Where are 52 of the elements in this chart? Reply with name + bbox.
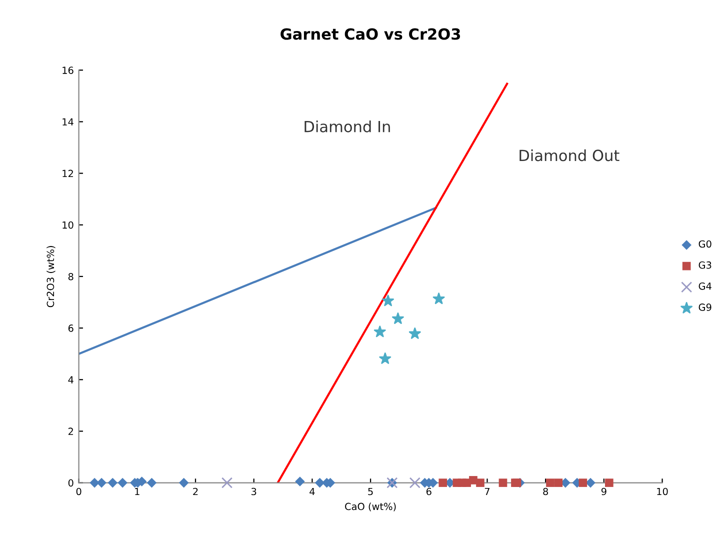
legend-label: G0 xyxy=(698,240,712,248)
legend-label: G4 xyxy=(698,282,712,290)
point xyxy=(118,478,128,488)
point xyxy=(408,327,421,339)
y-tick-label: 12 xyxy=(62,170,73,177)
point xyxy=(432,292,445,304)
y-tick-label: 2 xyxy=(68,428,73,435)
point xyxy=(221,477,233,488)
chart-title: Garnet CaO vs Cr2O3 xyxy=(280,28,460,40)
x-tick-label: 4 xyxy=(310,488,315,496)
point xyxy=(146,478,157,488)
x-tick-label: 0 xyxy=(76,488,82,496)
x-tick-label: 2 xyxy=(193,488,198,496)
point xyxy=(392,312,404,324)
point xyxy=(498,478,508,487)
point xyxy=(108,478,118,488)
point xyxy=(382,294,394,306)
point xyxy=(379,352,392,364)
y-tick-label: 6 xyxy=(68,324,74,332)
legend-label: G3 xyxy=(698,261,712,269)
annotation: Diamond In xyxy=(304,120,390,132)
point xyxy=(578,478,588,487)
x-axis-title: CaO (wt%) xyxy=(345,502,396,512)
point xyxy=(374,326,386,338)
x-tick-label: 3 xyxy=(251,488,256,496)
y-tick-label: 16 xyxy=(62,66,74,74)
x-tick-label: 9 xyxy=(601,488,606,496)
point xyxy=(409,477,420,488)
y-tick-label: 0 xyxy=(68,479,74,487)
point xyxy=(605,478,614,487)
point xyxy=(96,478,106,488)
y-axis-title: Cr2O3 (wt%) xyxy=(46,246,56,308)
point xyxy=(90,478,100,488)
legend-label: G9 xyxy=(698,304,712,311)
x-tick-label: 8 xyxy=(543,488,548,496)
point xyxy=(546,478,554,487)
x-tick-label: 6 xyxy=(426,488,432,496)
x-tick-label: 1 xyxy=(135,488,140,496)
y-tick-label: 4 xyxy=(68,376,74,384)
y-tick-label: 14 xyxy=(62,118,74,126)
annotation: Diamond Out xyxy=(520,149,620,162)
x-tick-label: 10 xyxy=(657,488,668,496)
point xyxy=(295,476,305,486)
point xyxy=(554,478,563,487)
x-tick-label: 7 xyxy=(484,488,490,496)
point xyxy=(586,478,596,488)
x-tick-label: 5 xyxy=(368,488,373,496)
point xyxy=(476,478,484,487)
y-tick-label: 8 xyxy=(68,272,74,280)
y-tick-label: 10 xyxy=(62,221,74,229)
point xyxy=(178,478,189,488)
point xyxy=(438,478,448,487)
